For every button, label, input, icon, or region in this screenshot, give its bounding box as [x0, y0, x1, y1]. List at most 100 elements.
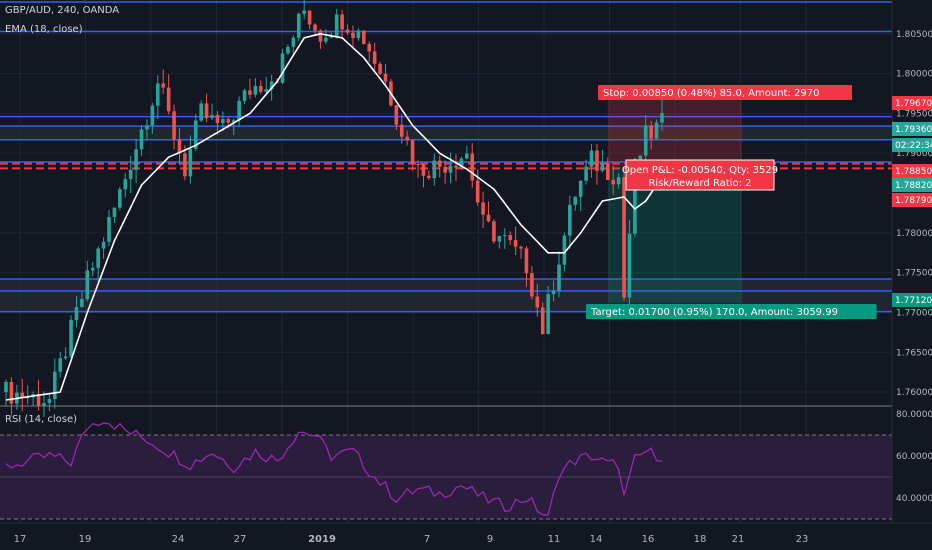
price-tick-label: 1.76500 [896, 348, 932, 358]
candle-body [63, 356, 68, 359]
candle-body [264, 89, 269, 92]
time-tick-label: 14 [590, 534, 603, 545]
candle-body [654, 122, 659, 139]
candle-body [52, 371, 57, 400]
candle-body [177, 139, 182, 154]
candle-body [307, 10, 312, 25]
candle-body [410, 140, 415, 165]
candle-body [465, 153, 469, 159]
candle-body [383, 73, 388, 82]
rsi-band [0, 435, 892, 519]
candle-body [112, 207, 117, 218]
ema-line [5, 32, 663, 401]
candle-body [145, 125, 149, 130]
candle-body [622, 177, 626, 298]
price-tick-label: 1.78000 [896, 229, 932, 239]
candle-body [340, 14, 344, 30]
candle-body [128, 169, 133, 180]
candle-body [150, 105, 155, 126]
candle-body [226, 118, 231, 123]
candle-body [660, 113, 664, 123]
candle-body [9, 381, 14, 404]
stop-label-bg [598, 85, 852, 100]
candle-body [215, 115, 220, 124]
candle-body [183, 153, 187, 177]
candle-body [432, 160, 437, 179]
candle-body [643, 125, 648, 156]
candle-body [123, 179, 128, 190]
candle-body [193, 120, 198, 149]
candle-body [259, 86, 263, 92]
candle-body [519, 246, 523, 249]
candle-body [269, 81, 274, 90]
candle-body [58, 358, 63, 372]
rsi-legend[interactable]: RSI (14, close) [5, 414, 78, 425]
candle-body [302, 10, 306, 14]
candle-body [313, 24, 317, 31]
candle-body [210, 115, 214, 119]
candle-body [524, 248, 529, 274]
candle-body [296, 13, 301, 38]
price-tag-bg [892, 122, 932, 136]
price-tick-label: 1.80000 [896, 70, 932, 80]
candle-body [231, 120, 236, 123]
candle-body [101, 241, 106, 249]
candle-body [345, 29, 350, 33]
candle-body [242, 90, 247, 101]
candle-body [156, 83, 160, 106]
time-tick-label: 11 [548, 534, 561, 545]
time-tick-label: 21 [732, 534, 745, 545]
candle-body [134, 149, 138, 170]
candles [4, 0, 664, 417]
time-tick-label: 17 [14, 534, 27, 545]
candle-body [324, 37, 328, 42]
price-tick-label: 1.79000 [896, 149, 932, 159]
candle-body [90, 267, 95, 271]
price-tag: 1.77120 [895, 296, 932, 306]
candle-body [497, 236, 502, 242]
candle-body [633, 159, 637, 234]
candle-body [351, 32, 355, 38]
candle-body [427, 175, 431, 179]
candle-body [253, 86, 258, 95]
candle-body [535, 296, 540, 308]
symbol-legend[interactable]: GBP/AUD, 240, OANDA [5, 5, 120, 16]
price-tag: 1.78790 [895, 196, 932, 206]
candle-body [204, 103, 209, 119]
price-tag: 1.79670 [895, 99, 932, 109]
time-tick-label: 19 [79, 534, 92, 545]
candle-body [69, 319, 73, 357]
candle-body [362, 30, 366, 44]
candle-body [627, 233, 632, 298]
rr-label: Risk/Reward Ratio: 2 [648, 178, 751, 189]
candle-body [416, 164, 420, 166]
candle-body [329, 35, 334, 38]
time-tick-label: 7 [424, 534, 430, 545]
time-tick-label: 16 [642, 534, 655, 545]
candle-body [25, 397, 30, 399]
price-tick-label: 1.80500 [896, 30, 932, 40]
price-tag-bg [892, 164, 932, 178]
candle-body [551, 290, 556, 295]
price-tick-label: 1.79500 [896, 109, 932, 119]
time-tick-label: 18 [694, 534, 707, 545]
rsi-tick-label: 80.0000 [896, 410, 932, 420]
candle-body [221, 118, 225, 124]
price-tag: 1.78850 [895, 167, 932, 177]
candle-body [584, 166, 588, 181]
time-tick-label: 23 [796, 534, 809, 545]
candle-body [291, 37, 296, 47]
candle-body [280, 53, 285, 83]
candle-body [20, 392, 25, 399]
candle-body [638, 155, 643, 160]
time-tick-label: 2019 [308, 534, 336, 545]
ema-legend[interactable]: EMA (18, close) [5, 24, 83, 35]
candle-body [486, 214, 491, 222]
candle-body [540, 307, 545, 335]
candle-body [600, 163, 605, 171]
candle-body [568, 204, 572, 236]
candle-body [367, 43, 372, 52]
target-label: Target: 0.01700 (0.95%) 170.0, Amount: 3… [590, 307, 838, 318]
